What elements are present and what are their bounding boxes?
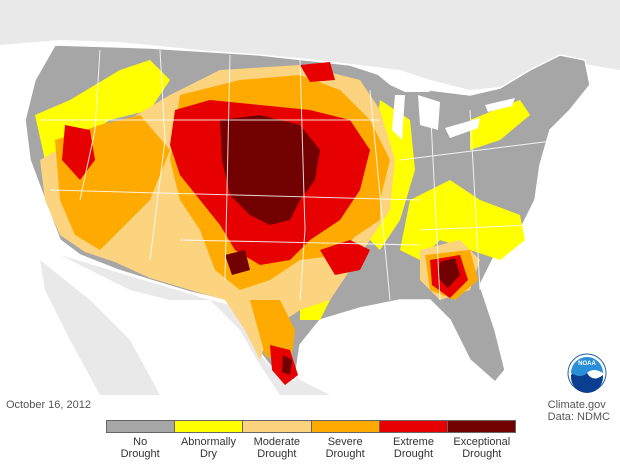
legend-swatch (175, 421, 244, 432)
legend-swatch (243, 421, 312, 432)
mexico-land-west (40, 260, 160, 395)
map-credit: Climate.gov Data: NDMC (548, 399, 610, 423)
legend-label: Exceptional Drought (448, 436, 516, 460)
map-date: October 16, 2012 (6, 399, 92, 411)
drought-map (0, 0, 620, 395)
legend-label-line2: Dry (199, 448, 218, 460)
legend-label-line1: Exceptional (453, 436, 511, 448)
great-lakes (378, 75, 515, 140)
legend-swatch (379, 421, 448, 432)
legend-label: No Drought (106, 436, 174, 460)
noaa-logo-text: NOAA (578, 361, 596, 367)
legend-labels: No Drought Abnormally Dry Moderate Drought Sev… (106, 436, 516, 460)
legend-swatch (107, 421, 176, 432)
legend-label-line2: Drought (393, 448, 434, 460)
mexico-land (60, 255, 330, 395)
legend-label-line1: Moderate (253, 436, 301, 448)
legend-swatch (311, 421, 380, 432)
drought-legend: No Drought Abnormally Dry Moderate Drought Sev… (106, 420, 516, 460)
credit-source: Climate.gov (547, 399, 606, 411)
legend-label-line2: Drought (257, 448, 297, 460)
legend-label: Extreme Drought (379, 436, 447, 460)
legend-swatch (447, 421, 516, 432)
legend-label-line1: Abnormally (180, 436, 236, 448)
exceptional-drought-areas (220, 115, 460, 375)
legend-label: Moderate Drought (243, 436, 311, 460)
legend-label-line2: Drought (120, 448, 160, 460)
legend-label-line2: Drought (325, 448, 365, 460)
legend-swatches (106, 420, 516, 433)
state-borders (40, 49, 561, 301)
legend-label-line1: Severe (327, 436, 363, 448)
legend-label: Abnormally Dry (174, 436, 242, 460)
credit-data: Data: NDMC (547, 411, 610, 423)
noaa-logo-icon: NOAA (567, 353, 607, 393)
legend-label-line1: No (133, 436, 148, 448)
legend-label: Severe Drought (311, 436, 379, 460)
legend-label-line2: Drought (462, 448, 502, 460)
canada-land (0, 0, 620, 90)
legend-label-line1: Extreme (392, 436, 434, 448)
